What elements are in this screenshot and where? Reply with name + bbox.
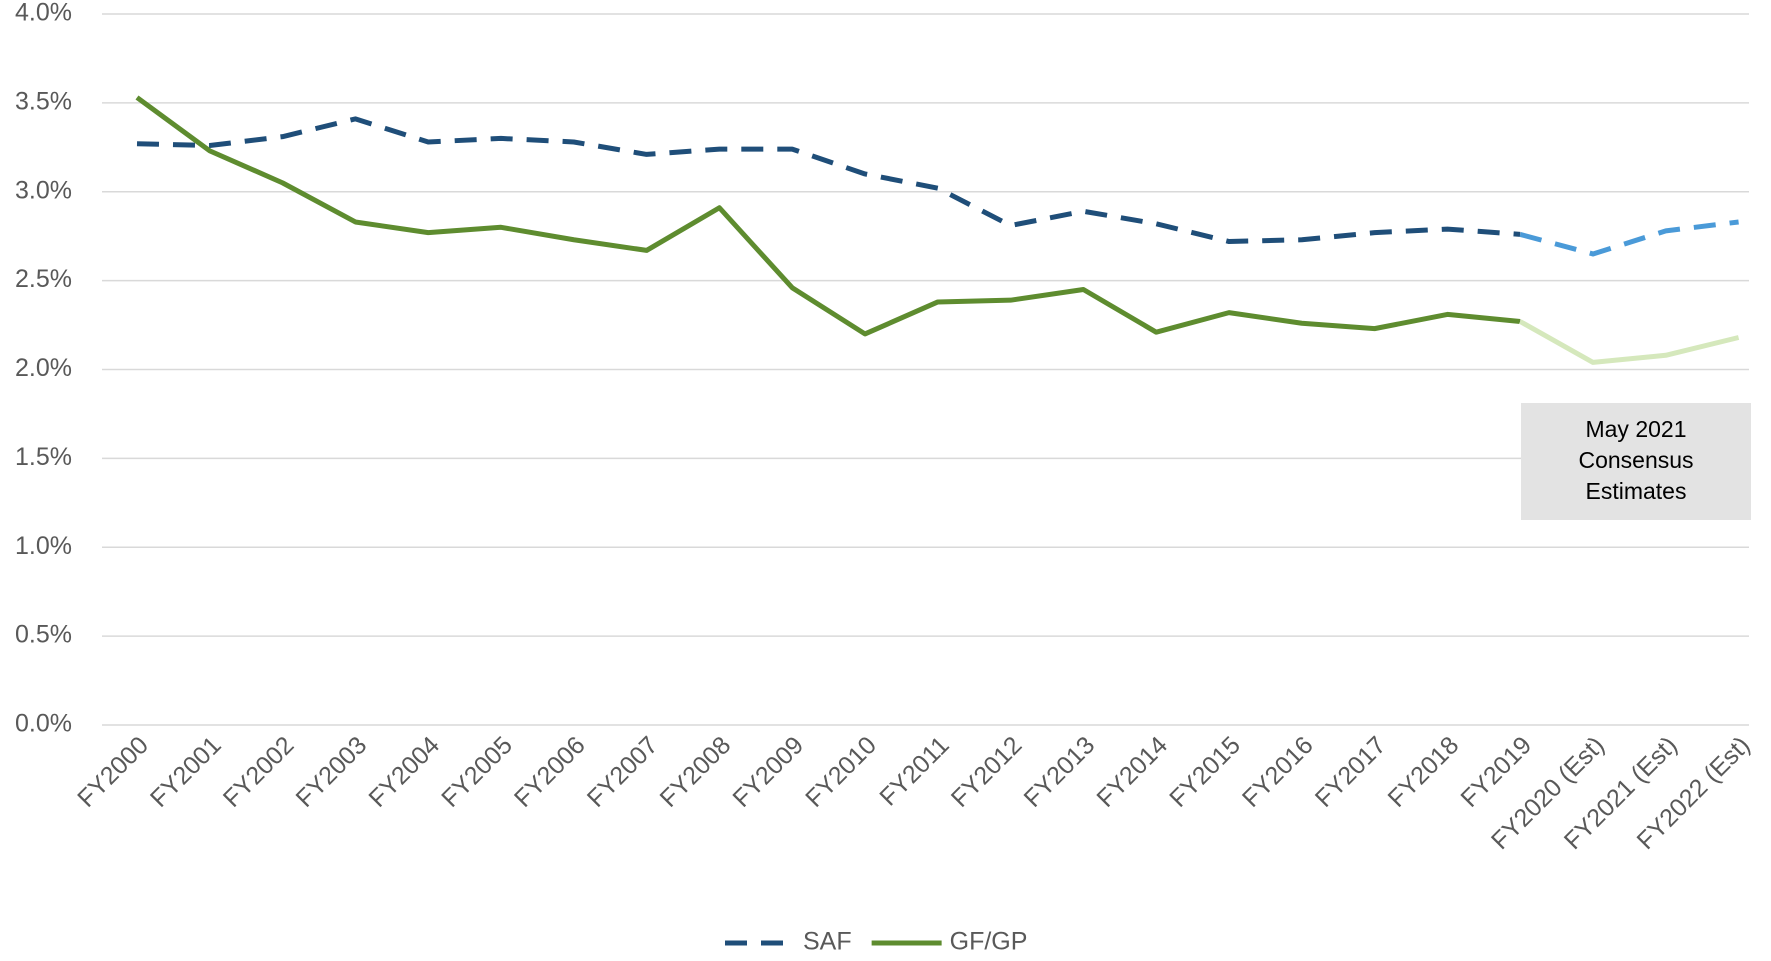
annotation-text: Estimates <box>1586 478 1687 504</box>
y-tick-label: 3.5% <box>15 87 72 115</box>
y-tick-label: 0.5% <box>15 621 72 649</box>
y-tick-label: 1.0% <box>15 532 72 560</box>
annotation-box <box>1521 403 1751 520</box>
y-tick-label: 3.0% <box>15 176 72 204</box>
estimate-line <box>1518 319 1740 365</box>
x-tick-label: FY2010 <box>800 731 882 813</box>
x-tick-label: FY2017 <box>1310 731 1392 813</box>
x-tick-label: FY2004 <box>363 731 445 813</box>
legend-label: GF/GP <box>950 928 1028 956</box>
y-tick-label: 0.0% <box>15 710 72 738</box>
legend-label: SAF <box>803 928 852 956</box>
x-tick-label: FY2003 <box>291 731 373 813</box>
x-tick-label: FY2012 <box>946 731 1028 813</box>
x-tick-label: FY2001 <box>145 731 227 813</box>
y-tick-label: 2.0% <box>15 354 72 382</box>
x-tick-label: FY2008 <box>655 731 737 813</box>
x-tick-label: FY2007 <box>582 731 664 813</box>
y-tick-label: 1.5% <box>15 443 72 471</box>
annotation-text: Consensus <box>1578 447 1693 473</box>
x-tick-label: FY2013 <box>1019 731 1101 813</box>
x-tick-label: FY2006 <box>509 731 591 813</box>
x-tick-label: FY2005 <box>436 731 518 813</box>
x-tick-label: FY2018 <box>1383 731 1465 813</box>
y-tick-label: 4.0% <box>15 0 72 27</box>
x-tick-label: FY2015 <box>1164 731 1246 813</box>
series-line <box>136 116 1521 245</box>
y-tick-label: 2.5% <box>15 265 72 293</box>
x-tick-label: FY2002 <box>218 731 300 813</box>
x-tick-label: FY2011 <box>874 731 954 811</box>
estimate-line <box>1519 219 1739 257</box>
x-tick-label: FY2009 <box>727 731 809 813</box>
x-tick-label: FY2000 <box>72 731 154 813</box>
annotation-text: May 2021 <box>1585 416 1686 442</box>
x-tick-label: FY2016 <box>1237 731 1319 813</box>
series-line <box>135 95 1521 337</box>
x-tick-label: FY2014 <box>1091 731 1173 813</box>
